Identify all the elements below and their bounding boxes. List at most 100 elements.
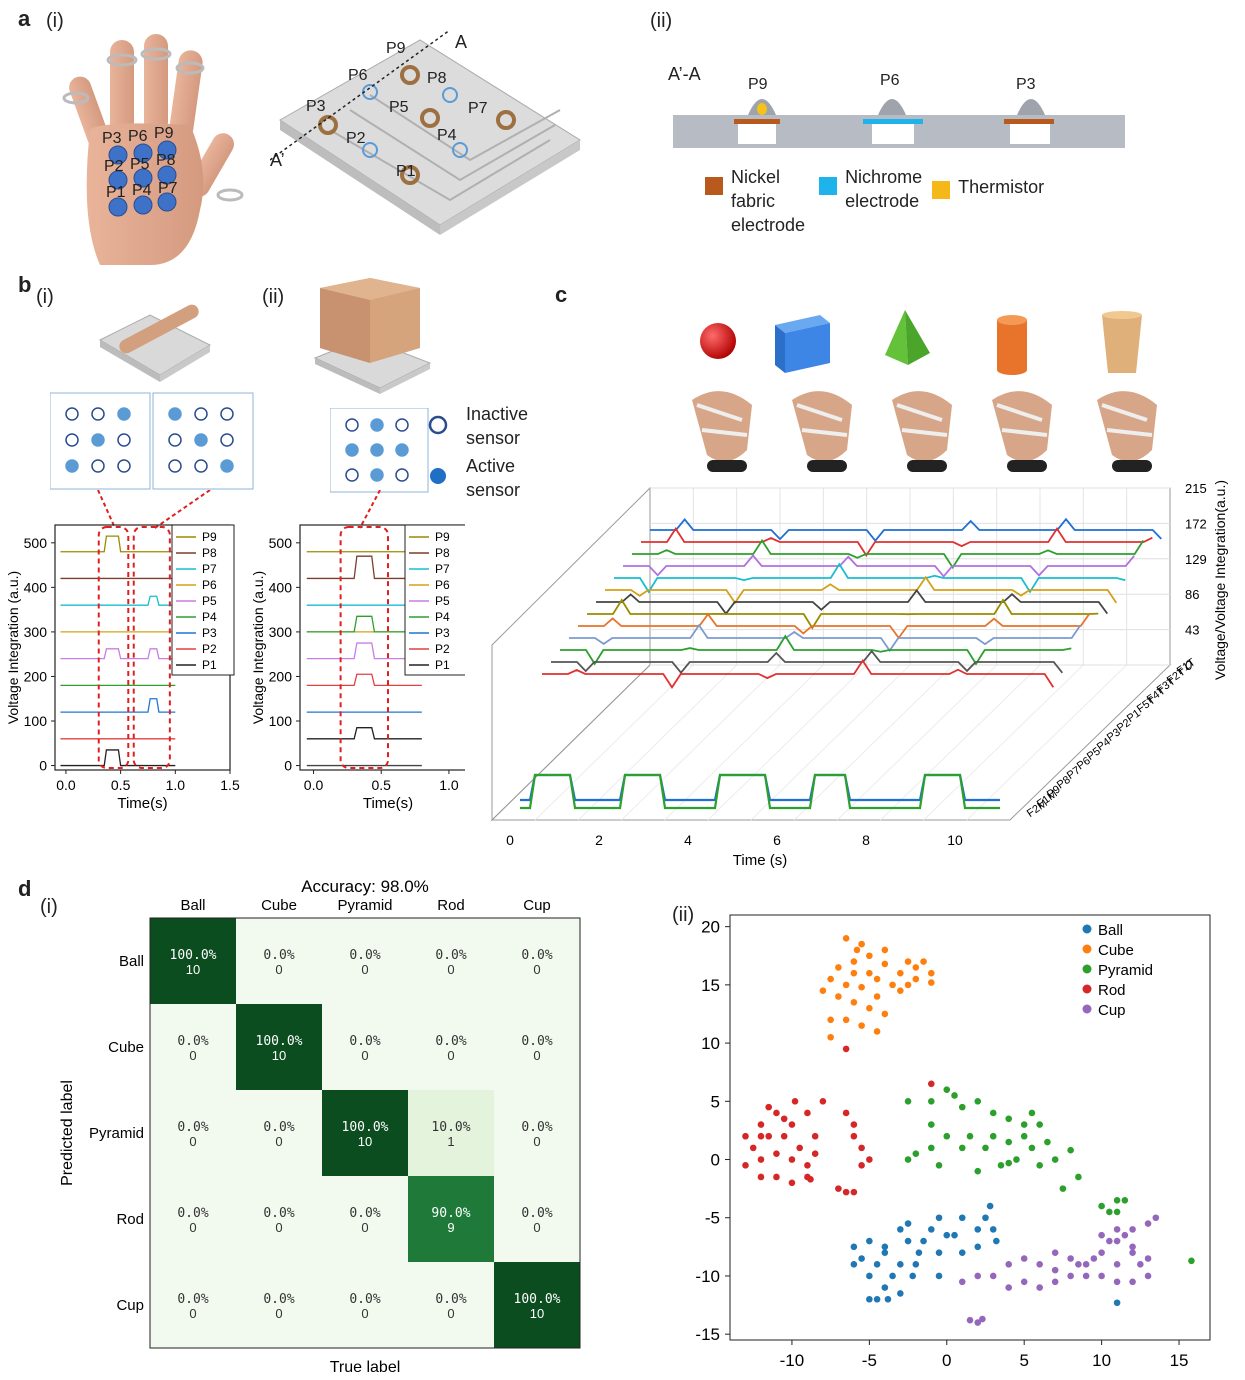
left-wall [491,486,651,822]
scatter-point-cup [1036,1284,1043,1291]
cell-percent: 0.0% [349,948,380,963]
y-tick-label: 300 [24,624,48,640]
inactive-sensor-dot [117,433,131,447]
board-label-p7: P7 [468,100,488,117]
scatter-point-cup [1067,1255,1074,1262]
x-tick-label: 2 [595,832,603,848]
cell-count: 0 [533,1134,540,1149]
scatter-point-pyramid [997,1162,1005,1169]
legend-label: P9 [435,530,450,544]
confusion-cell [150,1262,236,1348]
cell-percent: 0.0% [263,1292,294,1307]
legend-label: P6 [435,578,450,592]
cell-count: 0 [275,962,282,977]
y-tick-label: 20 [701,918,720,937]
scatter-point-cup [1082,1272,1090,1280]
scatter-point-rod [757,1173,765,1181]
sensor-board-illustration [270,30,581,235]
cell-count: 0 [361,1048,368,1063]
scatter-point-rod [742,1132,749,1140]
glove-photo [692,391,752,472]
cell-count: 0 [533,1048,540,1063]
scatter-point-ball [935,1249,943,1256]
grid-line [750,664,911,821]
confusion-cell [494,1004,580,1090]
x-tick-label: 10 [947,832,963,848]
panel-b-label: b [18,272,32,297]
scatter-point-ball [993,1237,1000,1245]
series-line-p9 [60,535,176,553]
inactive-sensor-dot [220,433,234,447]
scatter-point-pyramid [943,1132,951,1140]
cell-percent: 0.0% [349,1292,380,1307]
scatter-point-ball [881,1284,889,1291]
glove-grasp-photos [692,391,1157,472]
confusion-cell [408,1004,494,1090]
cell-count: 0 [189,1134,196,1149]
confusion-title: Accuracy: 98.0% [301,877,429,896]
grid-frame-1 [50,392,151,490]
cell-percent: 0.0% [263,1206,294,1221]
scatter-point-ball [858,1255,865,1262]
x-tick-label: 0.0 [304,777,324,793]
board-label-p2: P2 [346,130,366,147]
cell-percent: 0.0% [177,1120,208,1135]
grid-line [923,664,1084,821]
legend-label: P5 [435,594,450,608]
scatter-point-rod [796,1144,803,1152]
inactive-sensor-dot [345,418,359,432]
legend-marker [1082,944,1092,954]
cell-percent: 0.0% [521,1034,552,1049]
scatter-point-rod [749,1144,757,1152]
glove-photo [1097,391,1157,472]
scatter-point-rod [835,1185,842,1192]
series-line-p8 [306,555,422,580]
scatter-point-pyramid [1059,1185,1067,1192]
active-sensor-dot [370,418,384,432]
grid-line [793,664,954,821]
scatter-point-rod [742,1162,749,1169]
section-label-p9: P9 [748,76,768,93]
board-label-p1: P1 [396,163,416,180]
scatter-point-cube [873,993,881,1000]
active-line1: Active [466,456,516,476]
hand-label-p4: P4 [132,182,152,199]
x-tick-label: 1.0 [166,777,186,793]
cell-count: 10 [272,1048,286,1063]
scatter-point-rod [773,1109,780,1117]
scatter-point-cup [1113,1237,1121,1245]
row-label: Pyramid [89,1125,144,1142]
cell-percent: 100.0% [514,1292,561,1307]
scatter-point-cube [912,975,920,983]
scatter-point-rod [804,1162,811,1169]
x-tick-label: 15 [1170,1351,1189,1370]
signal-trace [623,554,1135,578]
signal-trace [551,649,1064,675]
plot-frame [729,914,1211,1341]
legend-thermistor-label: Thermistor [958,177,1045,197]
scatter-point-pyramid [1106,1208,1113,1216]
scatter-point-pyramid [1121,1196,1129,1204]
confusion-cell [408,1176,494,1262]
inactive-sensor-dot [117,459,131,473]
x-tick-label: 10 [1092,1351,1111,1370]
scatter-point-ball [850,1243,858,1251]
hand-label-p8: P8 [156,152,176,169]
active-sensor-dot [370,443,384,457]
cross-section-diagram [673,99,1125,148]
scatter-point-pyramid [927,1098,935,1105]
panel-c-label: c [555,282,568,307]
finger-rings [62,47,244,202]
scatter-point-pyramid [974,1098,982,1105]
scatter-point-cube [850,958,858,965]
legend-label: P7 [202,562,217,576]
sensor-activation-grids [50,392,254,490]
hand-label-p3: P3 [102,130,122,147]
scatter-point-pyramid [1020,1132,1028,1140]
scatter-point-ball [935,1214,943,1222]
z-tick-label: 43 [1185,623,1199,638]
inactive-sensor-dot [91,459,105,473]
scatter-point-cup [1113,1278,1121,1286]
scatter-point-cup [974,1319,982,1326]
scatter-point-ball [897,1290,904,1297]
